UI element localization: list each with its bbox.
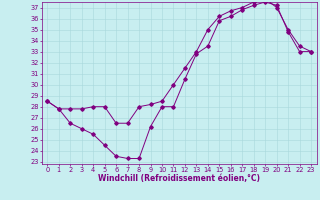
X-axis label: Windchill (Refroidissement éolien,°C): Windchill (Refroidissement éolien,°C) xyxy=(98,174,260,183)
